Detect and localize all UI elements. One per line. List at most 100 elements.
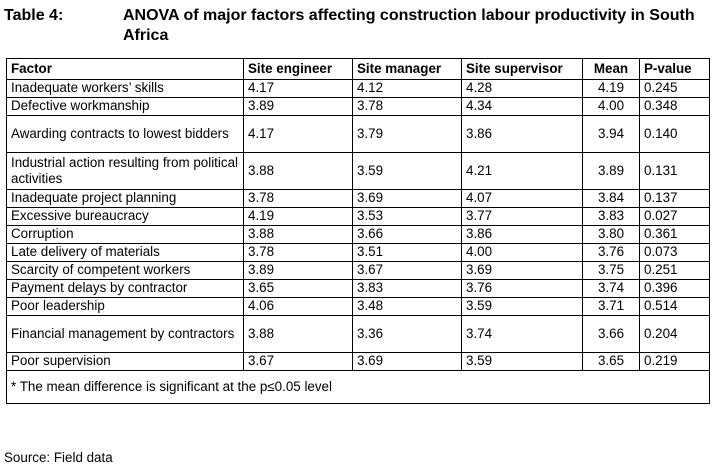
- table-footnote: * The mean difference is significant at …: [6, 370, 710, 404]
- p-value-cell: 0.137: [639, 189, 710, 208]
- factor-cell: Poor leadership: [6, 297, 244, 316]
- site-engineer-cell: 3.65: [243, 279, 353, 298]
- header-site-supervisor: Site supervisor: [461, 58, 583, 80]
- site-manager-cell: 3.83: [352, 279, 462, 298]
- table-row: Awarding contracts to lowest bidders 4.1…: [6, 115, 710, 153]
- site-manager-cell: 3.51: [352, 243, 462, 262]
- site-engineer-cell: 3.88: [243, 152, 353, 190]
- p-value-cell: 0.245: [639, 79, 710, 98]
- site-manager-cell: 3.69: [352, 352, 462, 371]
- mean-cell: 3.74: [582, 279, 640, 298]
- table-row: Financial management by contractors 3.88…: [6, 315, 710, 353]
- site-supervisor-cell: 3.76: [461, 279, 583, 298]
- site-engineer-cell: 3.89: [243, 97, 353, 116]
- table-row: Payment delays by contractor 3.65 3.83 3…: [6, 279, 710, 298]
- site-engineer-cell: 4.06: [243, 297, 353, 316]
- site-manager-cell: 4.12: [352, 79, 462, 98]
- site-engineer-cell: 3.88: [243, 315, 353, 353]
- site-engineer-cell: 3.78: [243, 243, 353, 262]
- site-engineer-cell: 4.19: [243, 207, 353, 226]
- table-row: Corruption 3.88 3.66 3.86 3.80 0.361: [6, 225, 710, 244]
- header-site-engineer: Site engineer: [243, 58, 353, 80]
- header-factor: Factor: [6, 58, 244, 80]
- factor-cell: Inadequate workers’ skills: [6, 79, 244, 98]
- mean-cell: 4.19: [582, 79, 640, 98]
- factor-cell: Poor supervision: [6, 352, 244, 371]
- site-engineer-cell: 3.88: [243, 225, 353, 244]
- site-supervisor-cell: 4.34: [461, 97, 583, 116]
- mean-cell: 3.75: [582, 261, 640, 280]
- p-value-cell: 0.219: [639, 352, 710, 371]
- site-supervisor-cell: 3.59: [461, 352, 583, 371]
- site-manager-cell: 3.79: [352, 115, 462, 153]
- table-row: Scarcity of competent workers 3.89 3.67 …: [6, 261, 710, 280]
- factor-cell: Scarcity of competent workers: [6, 261, 244, 280]
- factor-cell: Defective workmanship: [6, 97, 244, 116]
- site-supervisor-cell: 4.28: [461, 79, 583, 98]
- mean-cell: 4.00: [582, 97, 640, 116]
- factor-cell: Excessive bureaucracy: [6, 207, 244, 226]
- site-supervisor-cell: 3.77: [461, 207, 583, 226]
- site-engineer-cell: 3.89: [243, 261, 353, 280]
- factor-cell: Financial management by contractors: [6, 315, 244, 353]
- mean-cell: 3.66: [582, 315, 640, 353]
- site-manager-cell: 3.66: [352, 225, 462, 244]
- site-engineer-cell: 3.78: [243, 189, 353, 208]
- table-row: Defective workmanship 3.89 3.78 4.34 4.0…: [6, 97, 710, 116]
- site-supervisor-cell: 3.59: [461, 297, 583, 316]
- table-row: Late delivery of materials 3.78 3.51 4.0…: [6, 243, 710, 262]
- site-manager-cell: 3.36: [352, 315, 462, 353]
- mean-cell: 3.83: [582, 207, 640, 226]
- mean-cell: 3.80: [582, 225, 640, 244]
- site-supervisor-cell: 4.00: [461, 243, 583, 262]
- mean-cell: 3.89: [582, 152, 640, 190]
- p-value-cell: 0.348: [639, 97, 710, 116]
- mean-cell: 3.84: [582, 189, 640, 208]
- p-value-cell: 0.027: [639, 207, 710, 226]
- site-manager-cell: 3.59: [352, 152, 462, 190]
- factor-cell: Inadequate project planning: [6, 189, 244, 208]
- table-title: ANOVA of major factors affecting constru…: [123, 7, 695, 44]
- table-row: Excessive bureaucracy 4.19 3.53 3.77 3.8…: [6, 207, 710, 226]
- site-supervisor-cell: 3.69: [461, 261, 583, 280]
- site-engineer-cell: 3.67: [243, 352, 353, 371]
- table-row: Poor leadership 4.06 3.48 3.59 3.71 0.51…: [6, 297, 710, 316]
- p-value-cell: 0.514: [639, 297, 710, 316]
- site-supervisor-cell: 4.07: [461, 189, 583, 208]
- site-supervisor-cell: 3.86: [461, 225, 583, 244]
- table-header-row: Factor Site engineer Site manager Site s…: [6, 58, 710, 80]
- table-note-row: * The mean difference is significant at …: [6, 370, 710, 404]
- table-number: Table 4:: [4, 7, 64, 24]
- site-engineer-cell: 4.17: [243, 115, 353, 153]
- mean-cell: 3.71: [582, 297, 640, 316]
- site-supervisor-cell: 4.21: [461, 152, 583, 190]
- factor-cell: Late delivery of materials: [6, 243, 244, 262]
- p-value-cell: 0.396: [639, 279, 710, 298]
- site-manager-cell: 3.53: [352, 207, 462, 226]
- site-supervisor-cell: 3.74: [461, 315, 583, 353]
- p-value-cell: 0.140: [639, 115, 710, 153]
- mean-cell: 3.94: [582, 115, 640, 153]
- table-row: Industrial action resulting from politic…: [6, 152, 710, 190]
- site-manager-cell: 3.69: [352, 189, 462, 208]
- table-row: Inadequate project planning 3.78 3.69 4.…: [6, 189, 710, 208]
- mean-cell: 3.65: [582, 352, 640, 371]
- site-manager-cell: 3.48: [352, 297, 462, 316]
- table-row: Inadequate workers’ skills 4.17 4.12 4.2…: [6, 79, 710, 98]
- source-note: Source: Field data: [4, 450, 113, 465]
- header-site-manager: Site manager: [352, 58, 462, 80]
- site-manager-cell: 3.78: [352, 97, 462, 116]
- p-value-cell: 0.073: [639, 243, 710, 262]
- table-row: Poor supervision 3.67 3.69 3.59 3.65 0.2…: [6, 352, 710, 371]
- anova-table: Factor Site engineer Site manager Site s…: [6, 58, 710, 404]
- site-manager-cell: 3.67: [352, 261, 462, 280]
- header-mean: Mean: [582, 58, 640, 80]
- factor-cell: Awarding contracts to lowest bidders: [6, 115, 244, 153]
- site-supervisor-cell: 3.86: [461, 115, 583, 153]
- p-value-cell: 0.251: [639, 261, 710, 280]
- header-p-value: P-value: [639, 58, 710, 80]
- p-value-cell: 0.131: [639, 152, 710, 190]
- factor-cell: Corruption: [6, 225, 244, 244]
- site-engineer-cell: 4.17: [243, 79, 353, 98]
- p-value-cell: 0.204: [639, 315, 710, 353]
